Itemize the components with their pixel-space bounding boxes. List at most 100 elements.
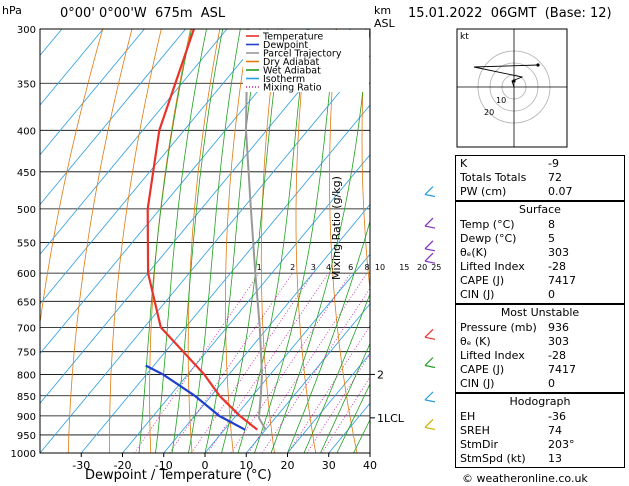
x-tick-label: -30: [72, 459, 90, 472]
surface-key: Temp (°C): [460, 218, 515, 231]
surface-key: CIN (J): [460, 288, 495, 301]
hodograph-trace: [473, 64, 539, 88]
dry-adiabat-line: [225, 29, 250, 453]
asl-label: ASL: [374, 17, 395, 30]
mixing-ratio-tick-label: 15: [399, 263, 409, 272]
mixing-ratio-tick-label: 3: [311, 263, 316, 272]
hodograph-ring-label: 20: [484, 108, 494, 117]
surface-title: Surface: [519, 203, 561, 216]
isotherm-line: [163, 203, 370, 453]
storm-motion-point: [512, 79, 516, 83]
y-tick-label: 750: [17, 348, 36, 359]
mu-value: 7417: [548, 363, 576, 376]
y-tick-label: 850: [17, 392, 36, 403]
wind-barb-icon: [424, 364, 436, 369]
mixing-ratio-line: [287, 325, 370, 453]
mixing-ratio-tick-label: 4: [326, 263, 331, 272]
x-tick-label: -10: [155, 459, 173, 472]
mixing-ratio-line: [230, 272, 352, 453]
surface-key: CAPE (J): [460, 274, 505, 287]
wind-barb-icon: [424, 186, 434, 195]
isotherm-line: [40, 29, 104, 106]
wet-adiabat-line: [155, 29, 207, 453]
isotherm-line: [287, 352, 370, 453]
dewpoint-profile-line: [145, 364, 246, 431]
surface-panel: Surface Temp (°C) 8 Dewp (°C) 5 θₑ(K) 303 L…: [455, 201, 625, 304]
mu-value: 936: [548, 321, 569, 334]
x-tick-label: 20: [281, 459, 295, 472]
x-tick-label: 0: [202, 459, 209, 472]
y-tick-label: 700: [17, 323, 36, 334]
isotherm-line: [40, 29, 228, 255]
hodograph-ring-label: 10: [496, 96, 506, 105]
dry-adiabat-line: [329, 29, 358, 453]
legend-label: Isotherm: [263, 74, 305, 85]
wet-adiabat-line: [237, 29, 308, 453]
hodograph-frame: [456, 28, 568, 148]
surface-key: Lifted Index: [460, 260, 525, 273]
temperature-profile-line: [146, 29, 258, 431]
legend-label: Dry Adiabat: [263, 57, 320, 68]
isotherm-line: [40, 29, 186, 206]
x-tick-label: 30: [322, 459, 336, 472]
hpa-label: hPa: [2, 4, 22, 17]
legend-label: Wet Adiabat: [263, 66, 321, 77]
surface-key: Dewp (°C): [460, 232, 517, 245]
footer-credit[interactable]: © weatheronline.co.uk: [462, 472, 588, 485]
mixing-ratio-line: [306, 353, 370, 453]
wet-adiabat-line: [171, 29, 224, 453]
dry-adiabat-line: [40, 29, 104, 326]
lcl-label: LCL: [384, 412, 405, 425]
wet-adiabat-line: [138, 29, 192, 453]
isotherm-line: [204, 253, 370, 453]
surface-value: 5: [548, 232, 555, 245]
surface-value: 8: [548, 218, 555, 231]
y-tick-label: 400: [17, 126, 36, 137]
hodo-key: StmSpd (kt): [460, 452, 526, 465]
isotherm-line: [40, 29, 269, 305]
y-tick-label: 650: [17, 297, 36, 308]
isotherm-line: [245, 303, 370, 453]
wind-barb-icon: [424, 399, 436, 403]
legend-label: Mixing Ratio: [263, 83, 322, 94]
x-tick-label: 40: [363, 459, 377, 472]
hodo-value: 203°: [548, 438, 575, 451]
y-tick-label: 1000: [11, 449, 36, 460]
mixing-ratio-tick-label: 10: [375, 263, 385, 272]
surface-key: θₑ(K): [460, 246, 488, 259]
isotherm-line: [40, 29, 310, 355]
dry-adiabat-line: [109, 29, 162, 453]
hodo-key: SREH: [460, 424, 490, 437]
mu-value: -28: [548, 349, 566, 362]
wind-barb-icon: [424, 419, 434, 428]
mixing-ratio-tick-label: 6: [348, 263, 353, 272]
mu-key: CAPE (J): [460, 363, 505, 376]
wind-barb-icon: [424, 225, 436, 229]
km-tick-label: 2: [377, 368, 384, 381]
wind-barb-icon: [424, 240, 434, 250]
mixing-ratio-line: [321, 376, 370, 453]
hodo-key: EH: [460, 410, 476, 423]
isotherm-line: [40, 29, 145, 156]
hodograph-table-title: Hodograph: [509, 395, 571, 408]
km-tick-label: 1: [377, 412, 384, 425]
legend-box: [243, 30, 369, 92]
hodo-value: 13: [548, 452, 562, 465]
wind-barb-icon: [424, 426, 436, 431]
mixing-ratio-tick-label: 8: [364, 263, 369, 272]
wet-adiabat-line: [270, 29, 370, 453]
legend-label: Parcel Trajectory: [263, 49, 342, 60]
hodograph-label: kt: [460, 32, 469, 42]
location-title: 0°00' 0°00'W 675m ASL: [60, 6, 226, 21]
mixing-ratio-axis-label: Mixing Ratio (g/kg): [330, 176, 343, 280]
hodo-key: StmDir: [460, 438, 499, 451]
wet-adiabat-line: [320, 342, 370, 453]
hodograph-point: [536, 63, 540, 67]
wind-barb-icon: [424, 357, 434, 366]
surface-value: -28: [548, 260, 566, 273]
mixing-ratio-tick-label: 20: [417, 263, 427, 272]
hodo-value: 74: [548, 424, 562, 437]
wind-barb-icon: [424, 248, 436, 252]
wet-adiabat-line: [287, 219, 370, 453]
